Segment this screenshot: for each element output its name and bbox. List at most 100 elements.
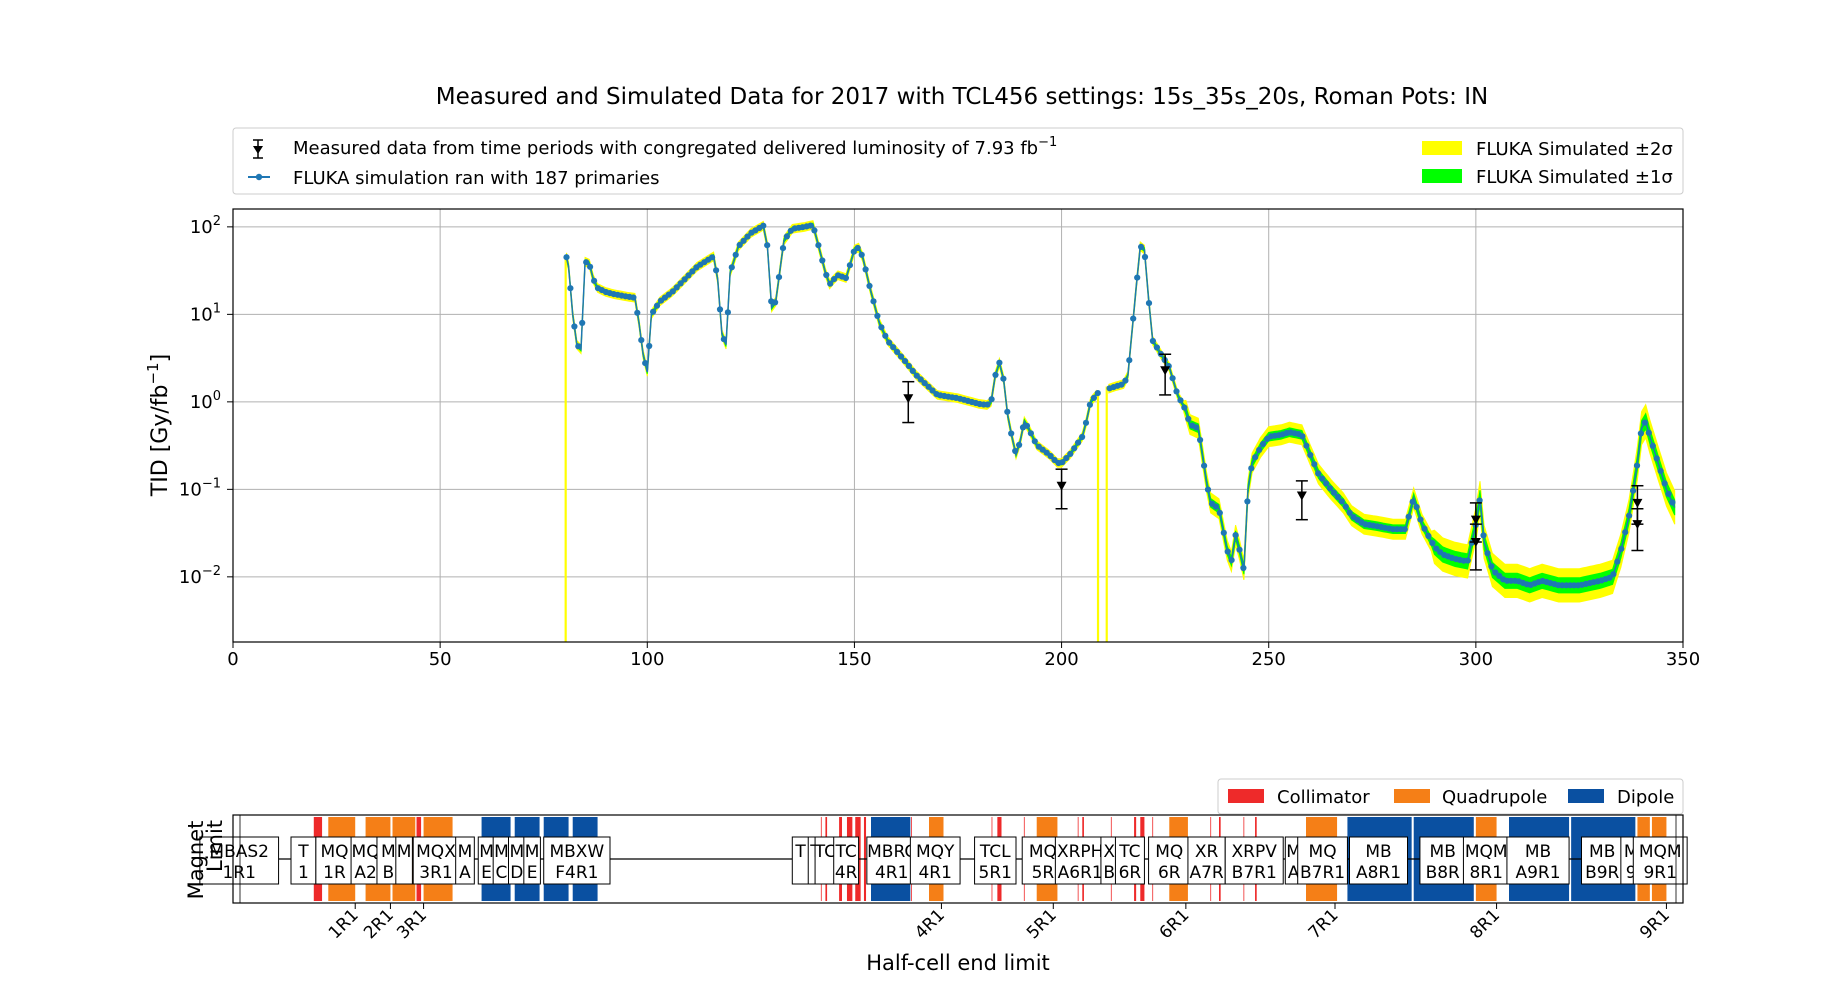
magnet-label-line2: 4R1 [918,863,951,883]
simulation-point [890,344,897,351]
legend-band2-label: FLUKA Simulated ±2σ [1476,139,1673,160]
simulation-point [1240,564,1247,572]
magnet-label: T [791,836,810,885]
simulation-point [1630,487,1637,494]
plot-frame [232,208,1684,643]
magnet-label-line1: MQ [1029,842,1057,862]
magnet-label-box [1506,836,1570,885]
simulation-point [1260,440,1267,448]
magnet-label: ME [523,836,541,885]
simulation-point [563,254,570,261]
magnet-label-box [350,836,381,885]
magnet-label: MD [508,836,526,885]
magnet-label-line1: XRPH [1057,842,1104,862]
simulation-point [1641,419,1648,426]
simulation-point [870,298,877,305]
simulation-point [760,222,767,229]
simulation-point [858,251,865,258]
simulation-point [878,324,885,331]
measured-marker [903,394,914,404]
simulation-point [638,337,645,344]
magnet-label-line2: 1R [323,863,346,883]
magnet-label-box [1187,836,1226,885]
simulation-point [1067,450,1074,457]
magnet-label-line1: TCL [979,842,1011,862]
y-tick-label: 10−1 [179,476,221,500]
simulation-point [1622,529,1629,536]
legend-band2-swatch [1422,141,1462,155]
simulation-point [905,362,913,370]
magnet-label: ME [477,836,496,885]
simulation-point [1323,480,1330,487]
simulation-point [925,383,932,390]
simulation-point [1610,571,1617,578]
y-axis-label: TID [Gy/fb−1] [144,354,173,497]
magnet-label-box [395,836,413,885]
simulation-point [1244,498,1251,505]
magnet-label-line2: B8R [1426,863,1460,883]
magnet-label-line1: M [397,842,412,862]
magnet-label-line1: M [509,842,524,862]
simulation-point [744,233,751,240]
simulation-point [716,306,724,313]
simulation-point [807,222,814,229]
simulation-point [1177,397,1184,404]
magnet-label-line2: B7R1 [1300,863,1345,883]
measured-point [1631,508,1644,552]
simulation-point [1464,557,1471,564]
simulation-point [1201,462,1208,469]
halfcell-tick-label: 1R1 [325,905,363,943]
simulation-point [646,342,653,350]
simulation-point [1138,243,1145,250]
simulation-point [1657,467,1664,474]
legend-collimator-swatch [1228,789,1264,803]
simulation-point [1484,550,1491,557]
magnet-label-line2: A [1288,863,1300,883]
legend-quadrupole-swatch [1394,789,1430,803]
y-tick-label: 10−2 [179,564,221,588]
simulation-point [1031,438,1038,445]
simulation-point [1134,274,1141,281]
magnet-label-box [315,836,354,885]
simulation-point [921,380,928,387]
simulation-point [1626,512,1633,519]
magnet-label-line1: MQ [1309,842,1337,862]
legend-collimator-label: Collimator [1277,787,1370,808]
magnet-label-line2: 5R1 [979,863,1012,883]
main-legend-frame [232,127,1684,195]
magnet-label-line1: MB [1525,842,1551,862]
magnet-legend: Collimator Quadrupole Dipole [1217,778,1684,815]
legend-measured-label: Measured data from time periods with con… [293,135,1057,159]
magnet-ylabel-2: Limit [203,820,227,872]
magnet-label-line1: MQ [1155,842,1183,862]
simulation-point [1303,442,1310,449]
magnet-label-line2: B [383,863,395,883]
magnet-label-line1: MB [1589,842,1615,862]
magnet-label-line2: C [496,863,508,883]
magnet-label-line2: 1R1 [222,863,255,883]
simulation-point [1141,253,1149,261]
x-tick-label: 300 [1459,649,1493,670]
simulation-point [1082,419,1090,426]
simulation-point [1063,455,1070,462]
simulation-point [579,319,586,326]
magnet-label-line2: 6R [1158,863,1181,883]
simulation-point [650,308,657,315]
magnet-label-box [1297,836,1348,885]
simulation-point [917,376,924,383]
simulation-point [1401,526,1408,533]
magnet-label-line1: MQ [352,842,380,862]
simulation-point [1669,499,1676,506]
simulation-point [1252,454,1259,461]
measured-marker [1160,366,1171,376]
simulation-point [583,259,590,266]
measured-series [902,353,1644,571]
